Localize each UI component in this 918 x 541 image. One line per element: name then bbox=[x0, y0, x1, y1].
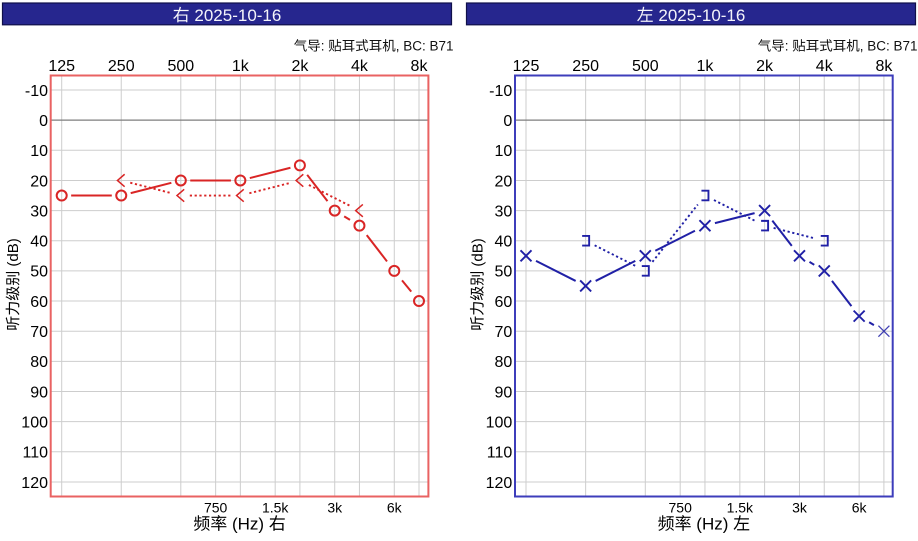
svg-text:500: 500 bbox=[167, 58, 194, 75]
svg-text:30: 30 bbox=[30, 203, 48, 220]
svg-text:1k: 1k bbox=[232, 58, 250, 75]
svg-text:70: 70 bbox=[30, 324, 48, 341]
svg-text:250: 250 bbox=[572, 58, 599, 75]
svg-text:40: 40 bbox=[30, 234, 48, 251]
svg-text:8k: 8k bbox=[411, 58, 429, 75]
svg-text:120: 120 bbox=[21, 475, 48, 492]
svg-text:(dB): (dB) bbox=[5, 238, 22, 271]
svg-text:50: 50 bbox=[495, 264, 513, 281]
svg-text:20: 20 bbox=[495, 173, 513, 190]
svg-text:90: 90 bbox=[495, 384, 513, 401]
svg-text:750: 750 bbox=[669, 500, 693, 516]
svg-text:60: 60 bbox=[30, 294, 48, 311]
svg-text:250: 250 bbox=[108, 58, 135, 75]
svg-text:1.5k: 1.5k bbox=[262, 500, 289, 516]
svg-text:100: 100 bbox=[486, 414, 513, 431]
svg-text:10: 10 bbox=[495, 143, 513, 160]
svg-text:-10: -10 bbox=[489, 83, 512, 100]
svg-text:6k: 6k bbox=[387, 500, 403, 516]
svg-text:6k: 6k bbox=[852, 500, 868, 516]
svg-text:0: 0 bbox=[503, 113, 512, 130]
svg-text:, BC: B71: , BC: B71 bbox=[396, 39, 454, 54]
svg-text:2025-10-16: 2025-10-16 bbox=[654, 6, 746, 25]
svg-text:125: 125 bbox=[513, 58, 540, 75]
svg-text:0: 0 bbox=[39, 113, 48, 130]
svg-text:(dB): (dB) bbox=[470, 238, 487, 271]
svg-text:(Hz): (Hz) bbox=[227, 515, 269, 534]
svg-text:2k: 2k bbox=[756, 58, 774, 75]
svg-text:1.5k: 1.5k bbox=[727, 500, 754, 516]
svg-text:120: 120 bbox=[486, 475, 513, 492]
svg-text:50: 50 bbox=[30, 264, 48, 281]
svg-text:20: 20 bbox=[30, 173, 48, 190]
svg-text:3k: 3k bbox=[792, 500, 808, 516]
svg-text:750: 750 bbox=[204, 500, 228, 516]
svg-text:70: 70 bbox=[495, 324, 513, 341]
svg-text:110: 110 bbox=[487, 445, 513, 462]
svg-text:80: 80 bbox=[30, 354, 48, 371]
svg-text:90: 90 bbox=[30, 384, 48, 401]
svg-text::: : bbox=[785, 39, 793, 54]
svg-text:40: 40 bbox=[495, 234, 513, 251]
svg-text:1k: 1k bbox=[696, 58, 714, 75]
svg-text:30: 30 bbox=[495, 203, 513, 220]
svg-text:3k: 3k bbox=[327, 500, 343, 516]
svg-text:4k: 4k bbox=[351, 58, 369, 75]
svg-text:100: 100 bbox=[21, 414, 48, 431]
svg-text:8k: 8k bbox=[875, 58, 893, 75]
svg-text:125: 125 bbox=[48, 58, 75, 75]
svg-text:2025-10-16: 2025-10-16 bbox=[190, 6, 282, 25]
svg-text::: : bbox=[321, 39, 329, 54]
svg-text:-10: -10 bbox=[25, 83, 48, 100]
svg-text:2k: 2k bbox=[291, 58, 309, 75]
svg-text:80: 80 bbox=[495, 354, 513, 371]
svg-text:4k: 4k bbox=[816, 58, 834, 75]
svg-text:, BC: B71: , BC: B71 bbox=[860, 39, 918, 54]
svg-text:(Hz): (Hz) bbox=[692, 515, 734, 534]
svg-text:60: 60 bbox=[495, 294, 513, 311]
svg-text:10: 10 bbox=[30, 143, 48, 160]
svg-text:110: 110 bbox=[22, 445, 48, 462]
svg-text:500: 500 bbox=[632, 58, 659, 75]
